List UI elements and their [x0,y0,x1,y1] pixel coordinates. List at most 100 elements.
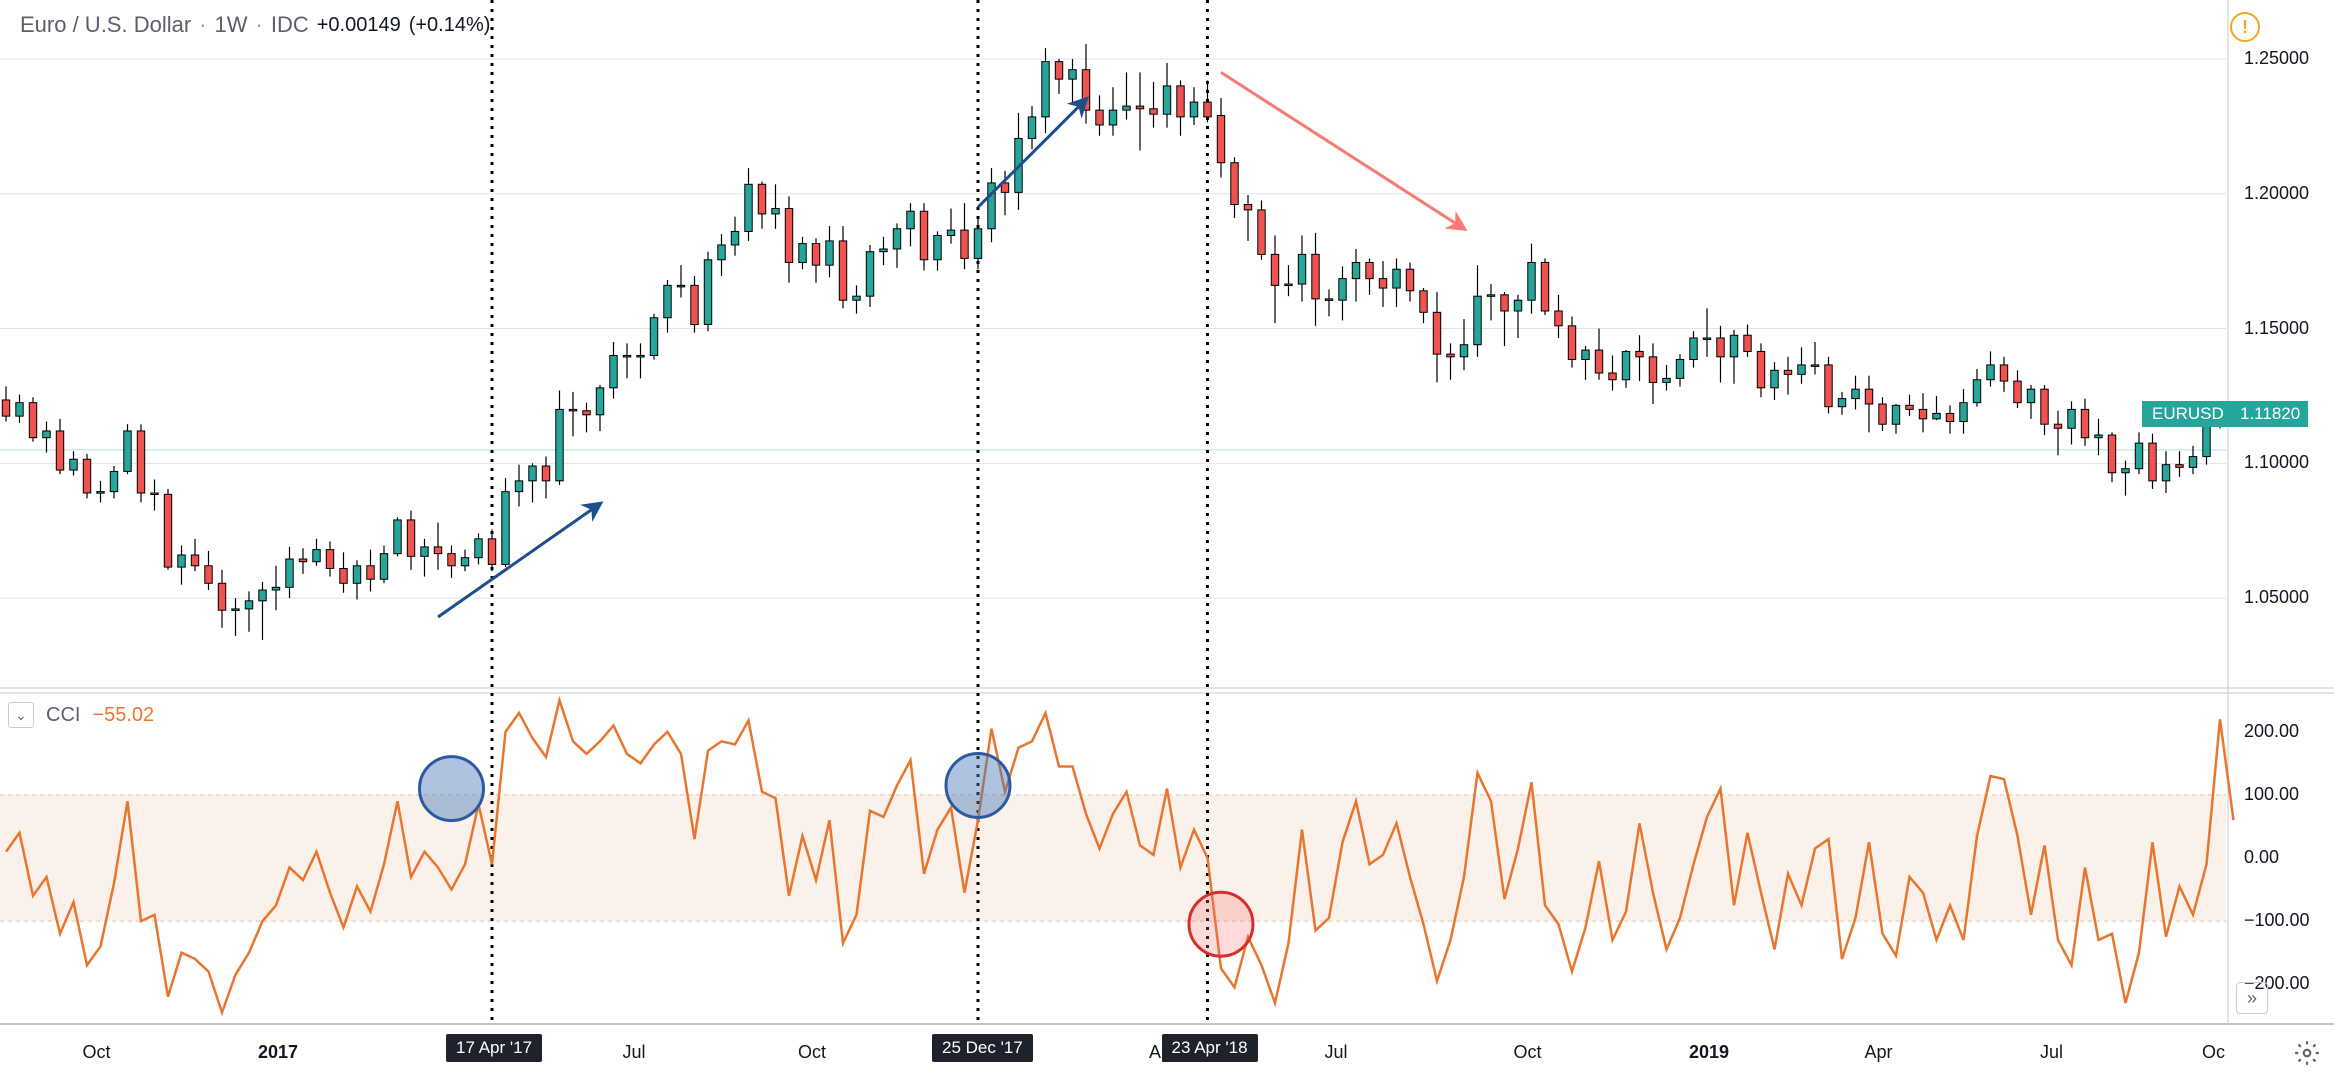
candle-body[interactable] [1811,365,1818,367]
candle-body[interactable] [461,558,468,566]
candle-body[interactable] [488,539,495,565]
candle-body[interactable] [2081,409,2088,437]
candle-body[interactable] [2189,457,2196,468]
interval-label[interactable]: 1W [215,12,248,38]
candle-body[interactable] [43,431,50,438]
candle-body[interactable] [245,601,252,609]
candle-body[interactable] [83,459,90,493]
candle-body[interactable] [1501,295,1508,311]
candle-body[interactable] [2095,435,2102,438]
candle-body[interactable] [1028,117,1035,139]
candle-body[interactable] [16,403,23,416]
candle-body[interactable] [2041,389,2048,424]
candle-body[interactable] [1393,269,1400,288]
signal-circle[interactable] [1189,892,1253,956]
candle-body[interactable] [1690,338,1697,360]
candle-body[interactable] [947,230,954,235]
candle-body[interactable] [1892,405,1899,424]
candle-body[interactable] [1744,335,1751,351]
candle-body[interactable] [1069,70,1076,79]
candle-body[interactable] [2108,435,2115,473]
candle-body[interactable] [2122,469,2129,473]
candle-body[interactable] [205,566,212,584]
cci-collapse-button[interactable]: ⌄ [8,702,34,728]
candle-body[interactable] [691,285,698,324]
candle-body[interactable] [1987,365,1994,380]
candle-body[interactable] [1622,351,1629,379]
candle-body[interactable] [2000,365,2007,381]
candle-body[interactable] [1636,351,1643,356]
alert-icon[interactable]: ! [2230,12,2260,42]
candle-body[interactable] [1447,354,1454,357]
candle-body[interactable] [1244,205,1251,210]
candle-body[interactable] [920,211,927,260]
candle-body[interactable] [232,609,239,611]
candle-body[interactable] [839,241,846,300]
candle-body[interactable] [191,555,198,566]
candle-body[interactable] [1258,210,1265,254]
candle-body[interactable] [448,554,455,566]
candle-body[interactable] [1420,291,1427,313]
candle-body[interactable] [650,318,657,356]
candle-body[interactable] [1595,350,1602,373]
candle-body[interactable] [1663,378,1670,382]
symbol-badge[interactable]: EURUSD [2142,401,2234,427]
candle-body[interactable] [110,471,117,491]
symbol-name[interactable]: Euro / U.S. Dollar [20,12,191,38]
candle-body[interactable] [1973,380,1980,403]
candle-body[interactable] [1474,296,1481,345]
candle-body[interactable] [380,554,387,580]
candle-body[interactable] [758,184,765,214]
candle-body[interactable] [1406,269,1413,291]
candle-body[interactable] [1703,338,1710,340]
candle-body[interactable] [1298,254,1305,284]
candle-body[interactable] [1609,373,1616,380]
candle-body[interactable] [56,431,63,470]
candle-body[interactable] [731,231,738,244]
candle-body[interactable] [326,550,333,569]
candle-body[interactable] [97,492,104,494]
candle-body[interactable] [1352,262,1359,278]
candle-body[interactable] [2149,443,2156,481]
candle-body[interactable] [2,400,9,416]
candle-body[interactable] [569,409,576,411]
signal-circle[interactable] [946,753,1010,817]
candle-body[interactable] [1379,279,1386,288]
candle-body[interactable] [677,285,684,287]
candle-body[interactable] [340,568,347,583]
candle-body[interactable] [137,431,144,493]
candle-body[interactable] [1730,335,1737,357]
candle-body[interactable] [542,466,549,481]
candle-body[interactable] [1271,254,1278,285]
candle-body[interactable] [1879,404,1886,424]
candle-body[interactable] [785,209,792,263]
candle-body[interactable] [164,494,171,567]
candle-body[interactable] [394,520,401,554]
candle-body[interactable] [745,184,752,231]
candle-body[interactable] [353,566,360,584]
date-callout[interactable]: 17 Apr '17 [446,1034,542,1062]
trend-arrow[interactable] [1221,72,1464,228]
candle-body[interactable] [70,459,77,470]
candle-body[interactable] [1339,279,1346,301]
candle-body[interactable] [259,590,266,601]
candle-body[interactable] [826,241,833,265]
candle-body[interactable] [178,555,185,567]
candle-body[interactable] [218,583,225,610]
expand-button[interactable]: » [2236,982,2268,1014]
candle-body[interactable] [1123,106,1130,110]
candle-body[interactable] [1528,262,1535,300]
candle-body[interactable] [1960,403,1967,422]
candle-body[interactable] [637,355,644,357]
candle-body[interactable] [907,211,914,229]
candle-body[interactable] [1163,86,1170,114]
candle-body[interactable] [1433,312,1440,354]
candle-body[interactable] [1717,338,1724,357]
candle-body[interactable] [1136,106,1143,109]
candle-body[interactable] [299,559,306,562]
candle-body[interactable] [610,355,617,387]
candle-body[interactable] [974,229,981,259]
candle-body[interactable] [1082,70,1089,110]
chart-svg[interactable] [0,0,2334,1076]
candle-body[interactable] [1825,365,1832,407]
